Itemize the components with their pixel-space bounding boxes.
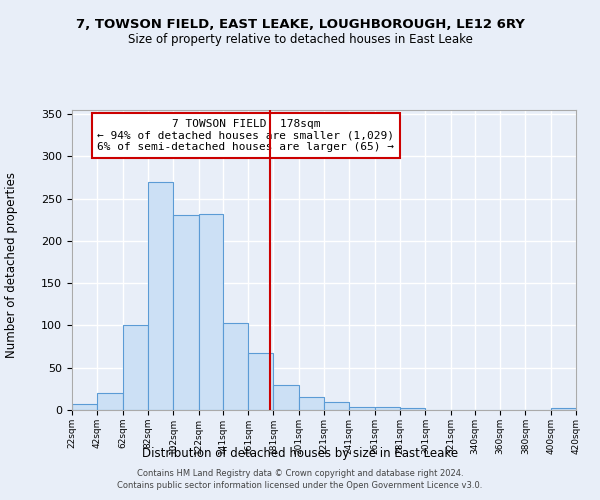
Bar bbox=[223, 323, 248, 410]
Text: Number of detached properties: Number of detached properties bbox=[5, 172, 19, 358]
Bar bbox=[349, 406, 374, 410]
Bar bbox=[199, 214, 223, 410]
Bar bbox=[374, 408, 400, 410]
Text: Distribution of detached houses by size in East Leake: Distribution of detached houses by size … bbox=[142, 448, 458, 460]
Bar bbox=[122, 326, 148, 410]
Text: Size of property relative to detached houses in East Leake: Size of property relative to detached ho… bbox=[128, 32, 472, 46]
Bar bbox=[72, 404, 97, 410]
Text: 7, TOWSON FIELD, EAST LEAKE, LOUGHBOROUGH, LE12 6RY: 7, TOWSON FIELD, EAST LEAKE, LOUGHBOROUG… bbox=[76, 18, 524, 30]
Text: Contains HM Land Registry data © Crown copyright and database right 2024.
Contai: Contains HM Land Registry data © Crown c… bbox=[118, 468, 482, 490]
Bar bbox=[274, 384, 299, 410]
Bar bbox=[97, 393, 122, 410]
Text: 7 TOWSON FIELD: 178sqm
← 94% of detached houses are smaller (1,029)
6% of semi-d: 7 TOWSON FIELD: 178sqm ← 94% of detached… bbox=[97, 119, 394, 152]
Bar bbox=[324, 402, 349, 410]
Bar bbox=[248, 352, 274, 410]
Bar bbox=[173, 215, 199, 410]
Bar bbox=[148, 182, 173, 410]
Bar bbox=[299, 398, 324, 410]
Bar bbox=[400, 408, 425, 410]
Bar bbox=[551, 408, 576, 410]
